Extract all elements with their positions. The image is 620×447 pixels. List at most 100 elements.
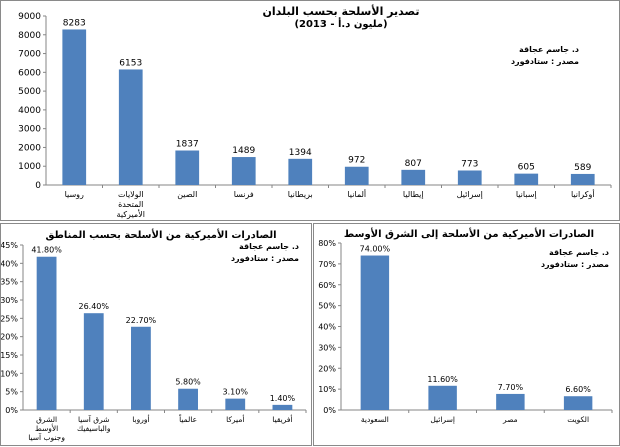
y-tick-label: 0% [323,406,336,415]
y-tick-label: 20% [1,333,18,342]
y-tick-label: 2000 [18,143,41,153]
chart-plot-area: 0% 5% 10% 15% 20% 25% 30% 35% 40% 45% 41.80% الشرق ا… [1,241,307,442]
bar [360,255,390,410]
x-tick-label: أوكرانيا [571,189,595,199]
x-tick-label: إسرائيل [457,190,483,200]
y-tick-label: 0% [5,406,18,415]
bar [225,398,246,410]
x-tick-label: ألمانيا [347,189,366,199]
data-label: 605 [518,163,535,173]
y-tick-label: 45% [1,241,18,250]
x-tick-label: الكويت [567,415,589,424]
chart-subtitle: (مليون د.أ - 2013) [294,19,388,30]
y-tick-label: 9000 [18,12,41,22]
chart-plot-area: 0 1000 2000 3000 4000 5000 6000 7000 8000 9000 828… [18,12,612,219]
bar [496,393,525,410]
data-label: 26.40% [78,302,109,311]
x-tick-label: روسيا [65,190,84,199]
y-tick-label: 7000 [18,50,41,60]
y-tick-label: 5000 [18,87,41,97]
data-label: 8283 [63,18,86,28]
chart-title: الصادرات الأميركية من الأسلحة بحسب المنا… [45,230,277,241]
y-tick-label: 40% [318,323,336,332]
bar [175,150,200,185]
x-tick-label: أوروبا [132,414,149,424]
y-tick-label: 0 [35,181,41,191]
bar [178,388,198,410]
data-label: 22.70% [126,316,157,325]
y-tick-label: 35% [1,278,18,287]
chart-panel-bottom-right: الصادرات الأميركية من الأسلحة إلى الشرق … [313,223,620,446]
bar [231,157,256,185]
bar [514,173,539,185]
data-label: 1837 [176,140,199,150]
source-author: د. جاسم عجاقة [549,248,609,257]
x-tick-label: مصر [502,415,518,424]
chart-title: تصدير الأسلحة بحسب البلدان [262,5,420,18]
bar [457,170,482,185]
x-tick-label: فرنسا [234,190,254,199]
x-tick-label: إيطاليا [403,190,424,200]
y-tick-label: 4000 [18,106,41,116]
x-tick-label: الولايات المتحدة الأميركية [117,190,145,219]
bar [118,69,143,185]
y-tick-label: 5% [5,388,18,397]
chart-panel-top: تصدير الأسلحة بحسب البلدان (مليون د.أ - … [0,0,620,221]
y-tick-label: 60% [318,281,336,290]
data-label: 74.00% [360,245,391,254]
data-label: 41.80% [31,246,62,255]
x-tick-label: عالمياً [178,413,197,424]
y-tick-label: 25% [1,314,18,323]
x-tick-label: إسبانيا [516,190,537,200]
x-tick-label: الشرق الأوسط وجنوب آسيا [28,415,65,442]
y-tick-label: 30% [318,343,336,352]
y-tick-label: 10% [318,385,336,394]
y-tick-label: 10% [1,369,18,378]
x-tick-label: بريطانيا [288,190,313,199]
source-reference: مصدر : ستادفورد [540,260,609,269]
x-tick-label: شرق آسيا والباسيفيك [77,414,111,433]
y-tick-label: 80% [318,239,336,248]
bar [401,169,426,185]
y-tick-label: 50% [318,302,336,311]
data-label: 1394 [289,148,312,158]
x-tick-label: أميركا [226,414,244,424]
x-tick-label: أفريقيا [272,414,292,424]
source-reference: مصدر : ستادفورد [230,254,299,263]
data-label: 773 [461,159,478,169]
chart-title: الصادرات الأميركية من الأسلحة إلى الشرق … [343,229,594,240]
data-label: 6153 [119,58,142,68]
x-tick-label: إسرائيل [430,415,455,424]
x-tick-label: الصين [177,190,197,199]
data-label: 3.10% [223,388,249,397]
data-label: 5.80% [175,378,201,387]
chart-plot-area: 0% 10% 20% 30% 40% 50% 60% 70% 80% 74.00% السعودية… [318,239,613,424]
data-label: 6.60% [565,385,591,394]
bar [131,326,151,410]
y-tick-label: 6000 [18,68,41,78]
y-tick-label: 30% [1,296,18,305]
y-tick-label: 1000 [18,162,41,172]
data-label: 7.70% [498,383,524,392]
bar [428,385,457,410]
bar [62,29,87,185]
y-tick-label: 40% [1,259,18,268]
data-label: 1489 [232,146,255,156]
source-reference: مصدر : ستادفورد [510,57,579,66]
y-tick-label: 8000 [18,31,41,41]
y-tick-label: 15% [1,351,18,360]
bar [344,166,369,185]
y-tick-label: 3000 [18,125,41,135]
data-label: 11.60% [427,375,458,384]
data-label: 589 [574,163,591,173]
bar [36,256,57,410]
y-tick-label: 70% [318,260,336,269]
source-author: د. جاسم عجاقة [519,45,579,54]
bar [563,396,593,410]
data-label: 972 [348,156,365,166]
y-tick-label: 20% [318,364,336,373]
x-tick-label: السعودية [361,415,389,424]
bar [570,173,595,185]
chart-panel-bottom-left: الصادرات الأميركية من الأسلحة بحسب المنا… [0,223,312,446]
bar [83,313,104,410]
